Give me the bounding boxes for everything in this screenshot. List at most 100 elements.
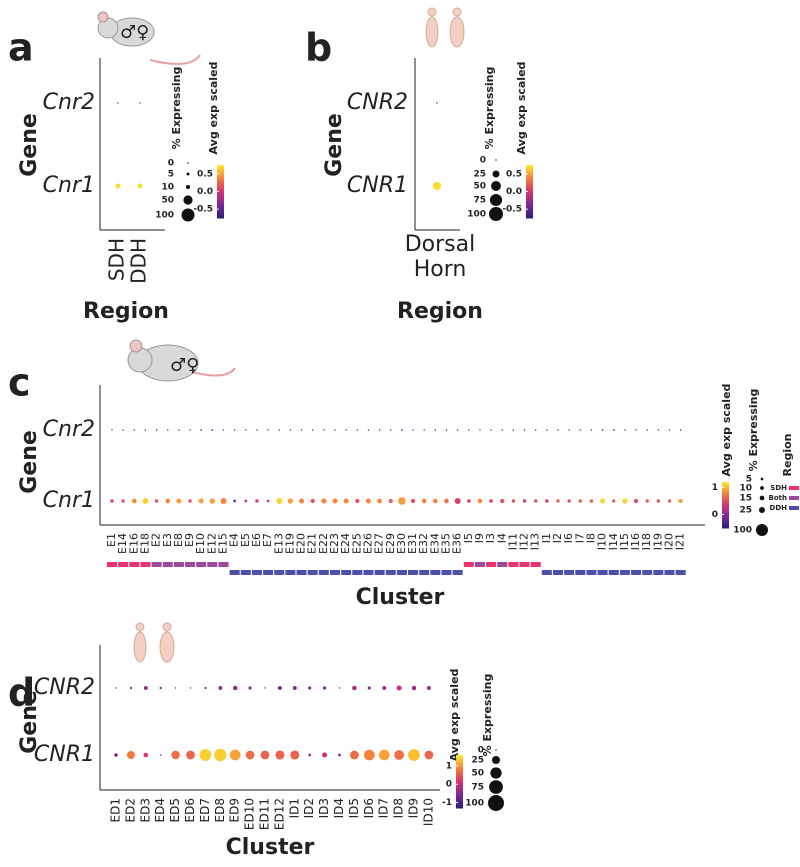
dot [412,429,414,431]
dot [121,499,125,503]
size-legend-label: 50 [161,196,174,206]
legend-label: SDH [770,484,787,492]
y-tick-label: Cnr1 [43,173,95,198]
colorbar-step [722,518,729,521]
colorbar-step [526,182,533,185]
dot [612,499,616,503]
colorbar-label: 0 [712,510,718,520]
colorbar-step [722,494,729,497]
size-legend-label: 100 [465,799,484,809]
colorbar-step [526,166,533,170]
colorbar-step [722,501,729,504]
x-tick-label: I13 [529,533,542,550]
colorbar-step [722,511,729,514]
region-bar [653,570,664,575]
colorbar-step [456,758,463,761]
dot [220,498,227,504]
colorbar-step [456,806,463,809]
colorbar-step [526,212,533,215]
region-bar [173,562,184,567]
dot [377,498,382,504]
dot [477,498,483,504]
x-tick-label: E3 [161,533,174,547]
dot [300,429,303,431]
size-legend-dot [185,184,191,190]
dot [489,499,493,503]
colorbar-step [526,172,533,175]
x-tick-label: E13 [272,533,285,554]
colorbar-step [456,790,463,793]
dot [445,429,448,431]
dot [523,429,526,431]
colorbar-step [456,774,463,777]
dot [624,429,626,431]
dot [233,499,236,503]
dot [512,429,515,431]
size-legend-dot [488,795,504,811]
x-tick-label: I6 [562,533,575,543]
dot [432,181,442,191]
x-tick-label: ID1 [287,798,301,818]
size-legend-title: % Expressing [483,67,496,150]
colorbar-step [526,214,533,217]
colorbar-step [526,180,533,184]
dot [189,429,191,431]
dot [535,429,537,431]
colorbar-step [526,191,533,194]
dot [222,429,225,431]
colorbar-step [217,173,224,177]
colorbar-step [526,202,533,205]
dot [155,429,158,431]
colorbar-label: 0 [446,780,452,790]
x-tick-label: I4 [495,533,508,543]
region-bar [352,570,363,575]
colorbar-step [526,168,533,171]
dot [126,751,135,759]
colorbar-step [217,165,224,168]
dot [568,429,570,431]
x-tick-label: ID7 [377,798,391,818]
colorbar-step [217,209,224,212]
dot [338,753,341,757]
region-bar [508,562,519,567]
x-tick-label: I8 [584,533,597,543]
size-legend-label: 0 [168,159,174,169]
size-legend-dot [183,195,193,205]
colorbar-step [217,182,224,185]
size-legend-dot [490,767,502,779]
colorbar-step [456,772,463,775]
colorbar-step [456,788,463,791]
x-tick-label: E26 [361,533,374,554]
dot [394,750,405,760]
x-tick-label: I2 [551,533,564,543]
color-legend-title: Avg exp scaled [448,669,461,762]
dot [171,750,180,760]
dot [111,429,113,431]
x-tick-label: E5 [239,533,252,547]
dot [378,749,390,761]
x-tick-label: E10 [194,533,207,554]
dot [278,429,280,431]
colorbar-step [722,503,729,506]
dot [645,499,649,503]
icon-label: ♂♀ [170,355,199,376]
size-legend-label: 50 [471,769,484,779]
x-tick-label: E8 [172,533,185,547]
colorbar-step [722,514,729,517]
colorbar-step [217,186,224,189]
size-legend-label: 25 [471,756,484,766]
dot [255,499,259,503]
dot [578,499,582,503]
x-tick-label: SDH [105,238,129,281]
dot [350,750,359,760]
colorbar-step [456,793,463,797]
colorbar-step [217,205,224,208]
dot [545,499,549,503]
x-tick-label: ED12 [272,798,286,830]
x-tick-label: ID9 [407,798,421,818]
dot [165,498,171,504]
x-tick-label: I19 [651,533,664,550]
dot [277,686,282,690]
x-tick-label: I10 [596,533,609,550]
region-bar [441,570,452,575]
